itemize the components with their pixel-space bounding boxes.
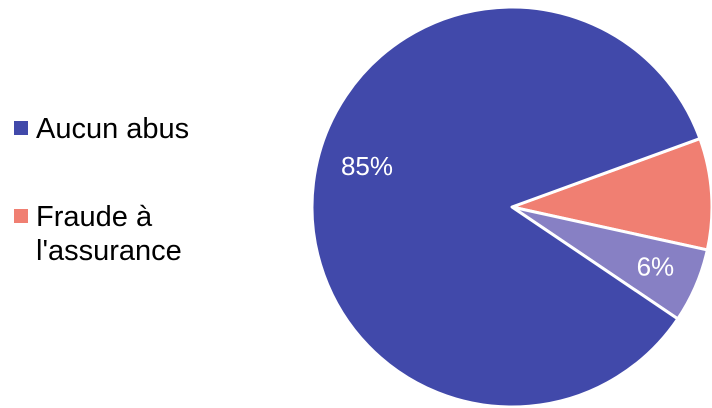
legend-item-fraude-assurance: Fraude à l'assurance bbox=[14, 200, 236, 268]
slice-label-2: 6% bbox=[637, 251, 675, 281]
pie-slice-0 bbox=[310, 5, 702, 408]
slice-label-0: 85% bbox=[341, 151, 393, 181]
legend-label-aucun-abus: Aucun abus bbox=[36, 113, 190, 145]
legend-swatch-fraude-assurance bbox=[14, 209, 28, 223]
legend-label-fraude-assurance: Fraude à l'assurance bbox=[36, 201, 182, 267]
legend-item-aucun-abus: Aucun abus bbox=[14, 112, 236, 146]
legend-swatch-aucun-abus bbox=[14, 121, 28, 135]
